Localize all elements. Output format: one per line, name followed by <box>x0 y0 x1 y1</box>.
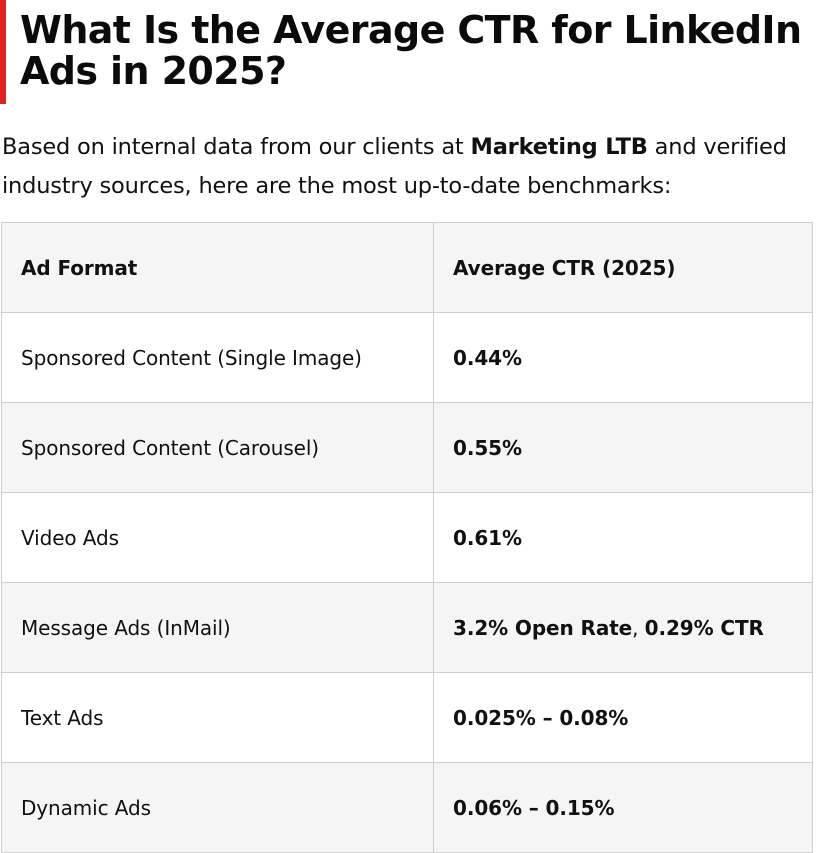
ctr-value-cell: 0.44% <box>433 312 813 403</box>
table-row: Dynamic Ads 0.06% – 0.15% <box>1 762 813 853</box>
page-title: What Is the Average CTR for LinkedIn Ads… <box>20 8 802 93</box>
ctr-value-cell: 0.55% <box>433 402 813 493</box>
ctr-value-cell: 0.06% – 0.15% <box>433 762 813 853</box>
intro-text-start: Based on internal data from our clients … <box>2 134 471 160</box>
open-rate-value: 3.2% Open Rate <box>453 615 633 640</box>
ctr-value-cell: 3.2% Open Rate, 0.29% CTR <box>433 582 813 673</box>
ad-format-cell: Text Ads <box>1 672 434 763</box>
table-row: Sponsored Content (Carousel) 0.55% <box>1 402 813 493</box>
heading-accent-bar <box>0 0 6 104</box>
table-header-row: Ad Format Average CTR (2025) <box>1 222 813 313</box>
intro-paragraph: Based on internal data from our clients … <box>2 128 827 206</box>
column-header-average-ctr: Average CTR (2025) <box>433 222 813 313</box>
column-header-ad-format: Ad Format <box>1 222 434 313</box>
table-row: Text Ads 0.025% – 0.08% <box>1 672 813 763</box>
ctr-value-cell: 0.025% – 0.08% <box>433 672 813 763</box>
ctr-value: 0.29% CTR <box>644 615 764 640</box>
ctr-benchmark-table: Ad Format Average CTR (2025) Sponsored C… <box>1 222 813 853</box>
ctr-value-cell: 0.61% <box>433 492 813 583</box>
ad-format-cell: Sponsored Content (Single Image) <box>1 312 434 403</box>
intro-brand-name: Marketing LTB <box>470 134 648 160</box>
table-row: Message Ads (InMail) 3.2% Open Rate, 0.2… <box>1 582 813 673</box>
ad-format-cell: Message Ads (InMail) <box>1 582 434 673</box>
value-separator: , <box>632 615 645 640</box>
article-heading-block: What Is the Average CTR for LinkedIn Ads… <box>0 0 830 104</box>
table-row: Sponsored Content (Single Image) 0.44% <box>1 312 813 403</box>
table-row: Video Ads 0.61% <box>1 492 813 583</box>
ad-format-cell: Sponsored Content (Carousel) <box>1 402 434 493</box>
ad-format-cell: Video Ads <box>1 492 434 583</box>
ad-format-cell: Dynamic Ads <box>1 762 434 853</box>
intro-text-end: and verified industry sources, here are … <box>2 134 787 199</box>
